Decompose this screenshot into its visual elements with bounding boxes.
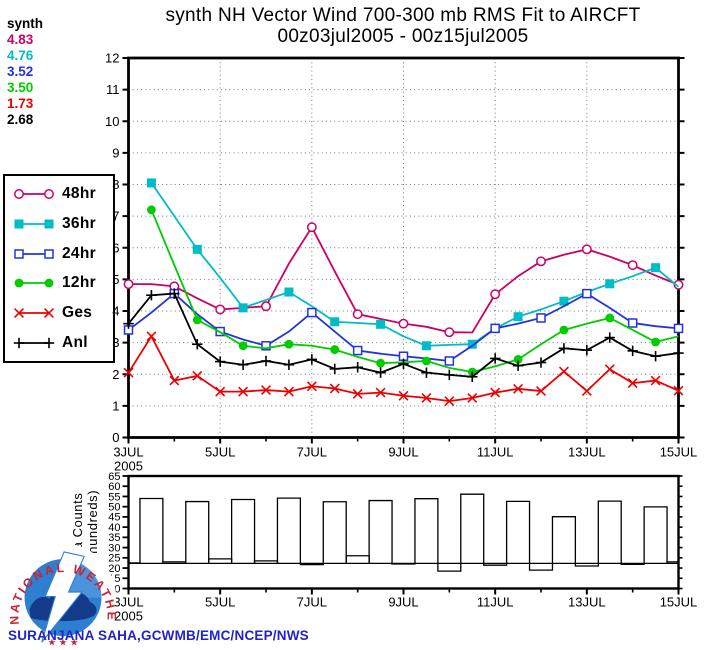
legend-label-12hr: 12hr bbox=[62, 274, 96, 292]
legend-sample-36hr-icon bbox=[14, 219, 54, 229]
logo-stars: ★ ★ ★ bbox=[48, 638, 79, 649]
svg-text:7JUL: 7JUL bbox=[297, 445, 327, 460]
svg-text:8: 8 bbox=[112, 177, 119, 192]
svg-text:4: 4 bbox=[112, 304, 119, 319]
svg-text:13JUL: 13JUL bbox=[568, 445, 606, 460]
legend-sample-anl-icon bbox=[13, 337, 55, 349]
svg-text:5: 5 bbox=[112, 272, 119, 287]
legend-label-anl: Anl bbox=[62, 333, 88, 351]
svg-text:10: 10 bbox=[105, 114, 119, 129]
svg-text:9: 9 bbox=[112, 145, 119, 160]
stat-value-36hr: 4.76 bbox=[7, 48, 34, 63]
credit-text: SURANJANA SAHA,GCWMB/EMC/NCEP/NWS bbox=[8, 628, 309, 643]
mean-stats-legend: synth 4.83 4.76 3.52 3.50 1.73 2.68 bbox=[7, 16, 43, 128]
legend-item-ges: Ges bbox=[12, 304, 113, 322]
svg-text:30: 30 bbox=[108, 542, 120, 554]
nws-logo: NATIONAL WEATHER SERVICE ★ ★ ★ bbox=[7, 543, 116, 650]
legend-item-anl: Anl bbox=[12, 334, 113, 352]
legend-item-36hr: 36hr bbox=[12, 215, 113, 233]
svg-text:7: 7 bbox=[112, 209, 119, 224]
legend-item-48hr: 48hr bbox=[12, 185, 113, 203]
svg-text:13JUL: 13JUL bbox=[568, 595, 606, 610]
svg-text:7JUL: 7JUL bbox=[297, 595, 327, 610]
legend-sample-12hr-icon bbox=[14, 278, 54, 288]
svg-text:11: 11 bbox=[106, 82, 120, 97]
svg-text:0: 0 bbox=[112, 430, 119, 445]
svg-text:65: 65 bbox=[108, 471, 120, 483]
legend-item-24hr: 24hr bbox=[12, 245, 113, 263]
svg-text:5JUL: 5JUL bbox=[205, 595, 235, 610]
svg-text:2005: 2005 bbox=[114, 459, 143, 474]
logo-lightning-bolt-icon bbox=[41, 551, 85, 643]
legend-label-36hr: 36hr bbox=[62, 214, 96, 232]
stat-value-24hr: 3.52 bbox=[7, 64, 34, 79]
svg-text:5JUL: 5JUL bbox=[205, 445, 235, 460]
svg-text:3: 3 bbox=[112, 335, 119, 350]
svg-text:9JUL: 9JUL bbox=[388, 445, 418, 460]
svg-text:25: 25 bbox=[108, 553, 120, 565]
counts-chart: 1015202530354045505560653JUL20055JUL7JUL… bbox=[108, 471, 697, 624]
svg-text:11JUL: 11JUL bbox=[477, 595, 514, 610]
svg-text:35: 35 bbox=[108, 532, 120, 544]
legend-item-12hr: 12hr bbox=[12, 274, 113, 292]
svg-text:3JUL: 3JUL bbox=[113, 445, 143, 460]
legend-sample-ges-icon bbox=[14, 308, 54, 319]
svg-text:20: 20 bbox=[108, 563, 120, 575]
stat-value-12hr: 3.50 bbox=[7, 80, 34, 95]
svg-text:2: 2 bbox=[112, 367, 119, 382]
chart-title: synth NH Vector Wind 700-300 mb RMS Fit … bbox=[165, 5, 641, 26]
legend-sample-48hr-icon bbox=[14, 189, 54, 199]
svg-text:3JUL: 3JUL bbox=[113, 595, 143, 610]
svg-text:15JUL: 15JUL bbox=[660, 595, 698, 610]
svg-text:15JUL: 15JUL bbox=[660, 445, 698, 460]
svg-text:12: 12 bbox=[105, 51, 119, 66]
svg-text:55: 55 bbox=[108, 491, 120, 503]
svg-text:50: 50 bbox=[108, 501, 120, 513]
svg-text:9JUL: 9JUL bbox=[388, 595, 418, 610]
svg-text:60: 60 bbox=[108, 481, 120, 493]
legend-label-ges: Ges bbox=[62, 304, 93, 322]
stat-value-48hr: 4.83 bbox=[7, 32, 34, 47]
chart-date-range: 00z03jul2005 - 00z15jul2005 bbox=[277, 26, 529, 47]
stats-header: synth bbox=[7, 16, 44, 31]
svg-text:11JUL: 11JUL bbox=[477, 445, 514, 460]
svg-text:2005: 2005 bbox=[114, 609, 143, 624]
stat-value-ges: 1.73 bbox=[7, 96, 34, 111]
stat-value-anl: 2.68 bbox=[7, 112, 34, 127]
series-legend: 48hr 36hr 24hr 12hr Ges Anl bbox=[3, 174, 115, 363]
svg-text:1: 1 bbox=[112, 398, 119, 413]
svg-text:6: 6 bbox=[112, 240, 119, 255]
svg-text:45: 45 bbox=[108, 512, 120, 524]
svg-text:40: 40 bbox=[108, 522, 120, 534]
legend-label-24hr: 24hr bbox=[62, 244, 96, 262]
legend-sample-24hr-icon bbox=[14, 248, 54, 259]
legend-label-48hr: 48hr bbox=[62, 185, 96, 202]
